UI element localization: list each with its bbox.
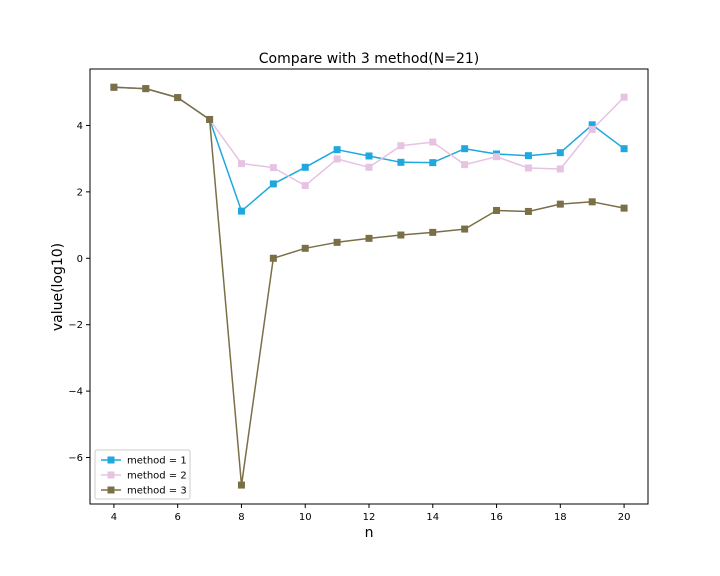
series-2-point (429, 138, 437, 146)
series-3-point (620, 204, 628, 212)
series-2-point (556, 165, 564, 173)
series-2-point (333, 155, 341, 163)
legend-label: method = 2 (127, 471, 187, 482)
x-tick-label: 12 (363, 512, 376, 523)
x-tick-label: 20 (618, 512, 631, 523)
series-1-point (301, 163, 309, 171)
series-3-point (174, 94, 182, 102)
x-tick-label: 8 (238, 512, 244, 523)
series-1-point (397, 158, 405, 166)
series-2-point (365, 163, 373, 171)
series-3-point (237, 481, 245, 489)
series-1-point (365, 152, 373, 160)
plot-area (89, 68, 649, 505)
series-1-point (237, 207, 245, 215)
series-1-point (556, 149, 564, 157)
series-3-point (588, 198, 596, 206)
series-3-point (493, 206, 501, 214)
legend-swatch-marker (107, 471, 115, 479)
series-3-point (301, 244, 309, 252)
series-3-point (269, 254, 277, 262)
series-2-point (397, 142, 405, 150)
series-1-point (524, 152, 532, 160)
legend-swatch-marker (107, 486, 115, 494)
x-tick-label: 18 (554, 512, 567, 523)
legend-swatch-marker (107, 456, 115, 464)
series-2-point (269, 164, 277, 172)
legend-label: method = 3 (127, 486, 187, 497)
series-3-point (429, 228, 437, 236)
y-tick-label: −2 (68, 320, 83, 331)
series-2-point (588, 125, 596, 133)
x-tick-label: 14 (426, 512, 439, 523)
y-tick-label: 2 (77, 187, 83, 198)
series-2-point (493, 153, 501, 161)
x-tick-label: 10 (299, 512, 312, 523)
y-tick-label: −4 (68, 387, 83, 398)
y-tick-label: 0 (77, 254, 83, 265)
x-tick-label: 6 (174, 512, 180, 523)
chart-title: Compare with 3 method(N=21) (259, 51, 479, 67)
legend-box (94, 449, 191, 500)
y-tick-label: 4 (77, 121, 83, 132)
series-2-point (237, 160, 245, 168)
axis-ticks: 4 6 8 10 12 14 16 18 20 −6 −4 −2 0 2 4 (68, 121, 630, 523)
legend: method = 1 method = 2 method = 3 (94, 449, 191, 500)
series-2-point (524, 164, 532, 172)
x-tick-label: 4 (111, 512, 117, 523)
x-tick-label: 16 (490, 512, 503, 523)
series-1-point (461, 145, 469, 153)
legend-label: method = 1 (127, 456, 187, 467)
series-1-point (333, 146, 341, 154)
series-1-point (269, 180, 277, 188)
series-2-point (620, 93, 628, 101)
y-axis-title: value(log10) (50, 243, 66, 331)
series-2-point (301, 182, 309, 190)
series-1-point (588, 121, 596, 129)
series-3-point (110, 83, 118, 91)
series-3-point (206, 115, 214, 123)
series-3-point (142, 85, 150, 93)
series-2-point (461, 161, 469, 169)
series-3-point (461, 225, 469, 233)
series-3-point (333, 238, 341, 246)
x-axis-title: n (365, 525, 374, 541)
series-3-point (556, 200, 564, 208)
y-tick-label: −6 (68, 453, 83, 464)
series-1-point (429, 159, 437, 167)
series-3-point (397, 231, 405, 239)
series-1-point (620, 145, 628, 153)
series-3-point (365, 234, 373, 242)
series-3-point (524, 207, 532, 215)
